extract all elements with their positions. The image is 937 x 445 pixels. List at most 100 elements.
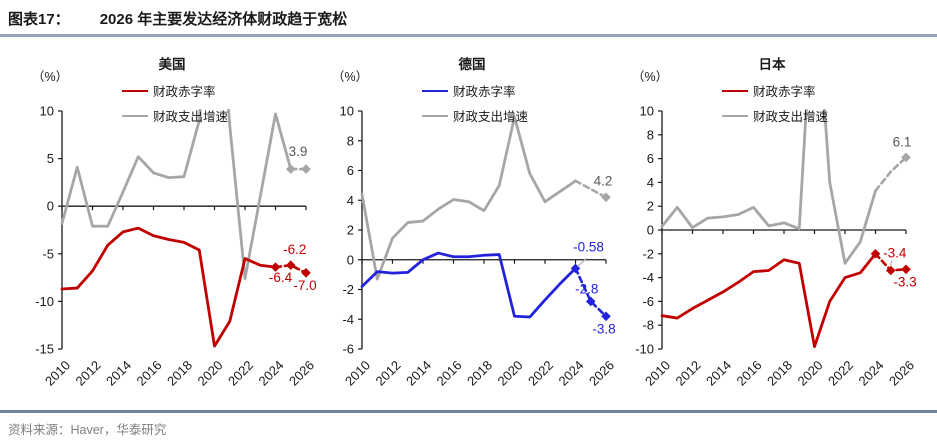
svg-text:0: 0 (347, 252, 354, 267)
svg-text:2024: 2024 (256, 358, 287, 389)
svg-text:-4: -4 (642, 270, 654, 285)
svg-text:2020: 2020 (495, 358, 526, 389)
svg-text:2026: 2026 (286, 358, 317, 389)
svg-text:2026: 2026 (886, 358, 917, 389)
svg-text:-10: -10 (35, 294, 54, 309)
chart-panel-us: 美国 （%） 财政赤字率 财政支出增速 10 5 0 -5 -10 -15 2010 2012… (22, 53, 322, 398)
legend-label: 财政支出增速 (753, 110, 829, 124)
svg-text:2012: 2012 (73, 358, 104, 389)
panel-title-japan: 日本 (758, 57, 786, 72)
svg-text:10: 10 (640, 104, 654, 119)
svg-text:2014: 2014 (703, 358, 734, 389)
legend: 财政赤字率 财政支出增速 (122, 78, 228, 128)
deficit-line-swatch (722, 89, 748, 92)
svg-text:-7.0: -7.0 (293, 278, 316, 293)
svg-text:-4: -4 (342, 312, 354, 327)
svg-text:-6: -6 (342, 342, 354, 357)
panel-title-us: 美国 (158, 57, 186, 72)
svg-text:2018: 2018 (764, 358, 795, 389)
legend-label: 财政赤字率 (453, 85, 516, 99)
svg-text:3.9: 3.9 (289, 144, 308, 159)
svg-text:2010: 2010 (642, 358, 673, 389)
unit-label: （%） (632, 70, 669, 84)
svg-text:6.1: 6.1 (893, 134, 912, 149)
svg-text:2024: 2024 (556, 358, 587, 389)
svg-text:2026: 2026 (586, 358, 617, 389)
svg-text:-3.8: -3.8 (592, 321, 615, 336)
svg-text:-6: -6 (642, 294, 654, 309)
svg-text:0: 0 (647, 223, 654, 238)
svg-text:-8: -8 (642, 318, 654, 333)
legend-item-deficit: 财政赤字率 (122, 78, 228, 103)
svg-text:2020: 2020 (795, 358, 826, 389)
expenditure-line-swatch (122, 114, 148, 117)
svg-text:2016: 2016 (734, 358, 765, 389)
svg-text:-5: -5 (42, 246, 54, 261)
svg-text:2: 2 (647, 199, 654, 214)
svg-text:-0.58: -0.58 (573, 239, 604, 254)
svg-text:5: 5 (47, 151, 54, 166)
svg-text:-3.3: -3.3 (893, 274, 916, 289)
svg-text:2014: 2014 (403, 358, 434, 389)
expenditure-line-swatch (722, 114, 748, 117)
legend-label: 财政支出增速 (453, 110, 529, 124)
legend-label: 财政赤字率 (153, 85, 216, 99)
svg-text:2018: 2018 (164, 358, 195, 389)
svg-text:-3.4: -3.4 (883, 245, 907, 260)
svg-text:6: 6 (647, 151, 654, 166)
svg-text:4: 4 (647, 175, 654, 190)
svg-text:2022: 2022 (825, 358, 856, 389)
figure-title: 2026 年主要发达经济体财政趋于宽松 (99, 11, 348, 28)
legend-label: 财政支出增速 (153, 110, 229, 124)
panel-title-germany: 德国 (458, 57, 486, 72)
figure-footer: 资料来源：Haver，华泰研究 (0, 410, 937, 444)
figure-header: 图表17： 2026 年主要发达经济体财政趋于宽松 (0, 0, 937, 37)
svg-text:4: 4 (347, 193, 354, 208)
legend-item-expenditure: 财政支出增速 (122, 103, 228, 128)
svg-text:2020: 2020 (195, 358, 226, 389)
unit-label: （%） (332, 70, 369, 84)
legend-item-expenditure: 财政支出增速 (422, 103, 528, 128)
svg-text:2012: 2012 (673, 358, 704, 389)
deficit-line-swatch (422, 89, 448, 92)
legend-item-expenditure: 财政支出增速 (722, 103, 828, 128)
svg-text:6: 6 (347, 163, 354, 178)
unit-label: （%） (32, 70, 69, 84)
deficit-line-swatch (122, 89, 148, 92)
svg-text:2: 2 (347, 223, 354, 238)
svg-text:8: 8 (647, 127, 654, 142)
svg-text:-6.2: -6.2 (283, 242, 306, 257)
svg-text:2014: 2014 (103, 358, 134, 389)
svg-text:2024: 2024 (856, 358, 887, 389)
figure-number-label: 图表17： (8, 11, 70, 28)
svg-text:-6.4: -6.4 (269, 270, 293, 285)
svg-text:2016: 2016 (134, 358, 165, 389)
svg-text:2012: 2012 (373, 358, 404, 389)
svg-text:2016: 2016 (434, 358, 465, 389)
svg-text:0: 0 (47, 199, 54, 214)
expenditure-line-swatch (422, 114, 448, 117)
chart-panel-japan: 日本 （%） 财政赤字率 财政支出增速 10 8 6 4 2 0 -2 -4 -6 -8 -10 20… (622, 53, 922, 398)
legend-item-deficit: 财政赤字率 (722, 78, 828, 103)
svg-text:2022: 2022 (225, 358, 256, 389)
svg-text:8: 8 (347, 133, 354, 148)
svg-text:10: 10 (340, 104, 354, 119)
charts-row: 美国 （%） 财政赤字率 财政支出增速 10 5 0 -5 -10 -15 2010 2012… (22, 53, 937, 398)
svg-text:-2.8: -2.8 (575, 281, 598, 296)
chart-panel-germany: 德国 （%） 财政赤字率 财政支出增速 10 8 6 4 2 0 -2 -4 -6 2010 201… (322, 53, 622, 398)
source-text: 资料来源：Haver，华泰研究 (8, 423, 167, 437)
legend: 财政赤字率 财政支出增速 (722, 78, 828, 128)
svg-text:2010: 2010 (42, 358, 73, 389)
svg-text:4.2: 4.2 (594, 173, 613, 188)
svg-text:-10: -10 (635, 342, 654, 357)
svg-text:2018: 2018 (464, 358, 495, 389)
svg-text:-2: -2 (642, 246, 654, 261)
svg-text:2010: 2010 (342, 358, 373, 389)
legend-label: 财政赤字率 (753, 85, 816, 99)
svg-text:-15: -15 (35, 342, 54, 357)
legend: 财政赤字率 财政支出增速 (422, 78, 528, 128)
